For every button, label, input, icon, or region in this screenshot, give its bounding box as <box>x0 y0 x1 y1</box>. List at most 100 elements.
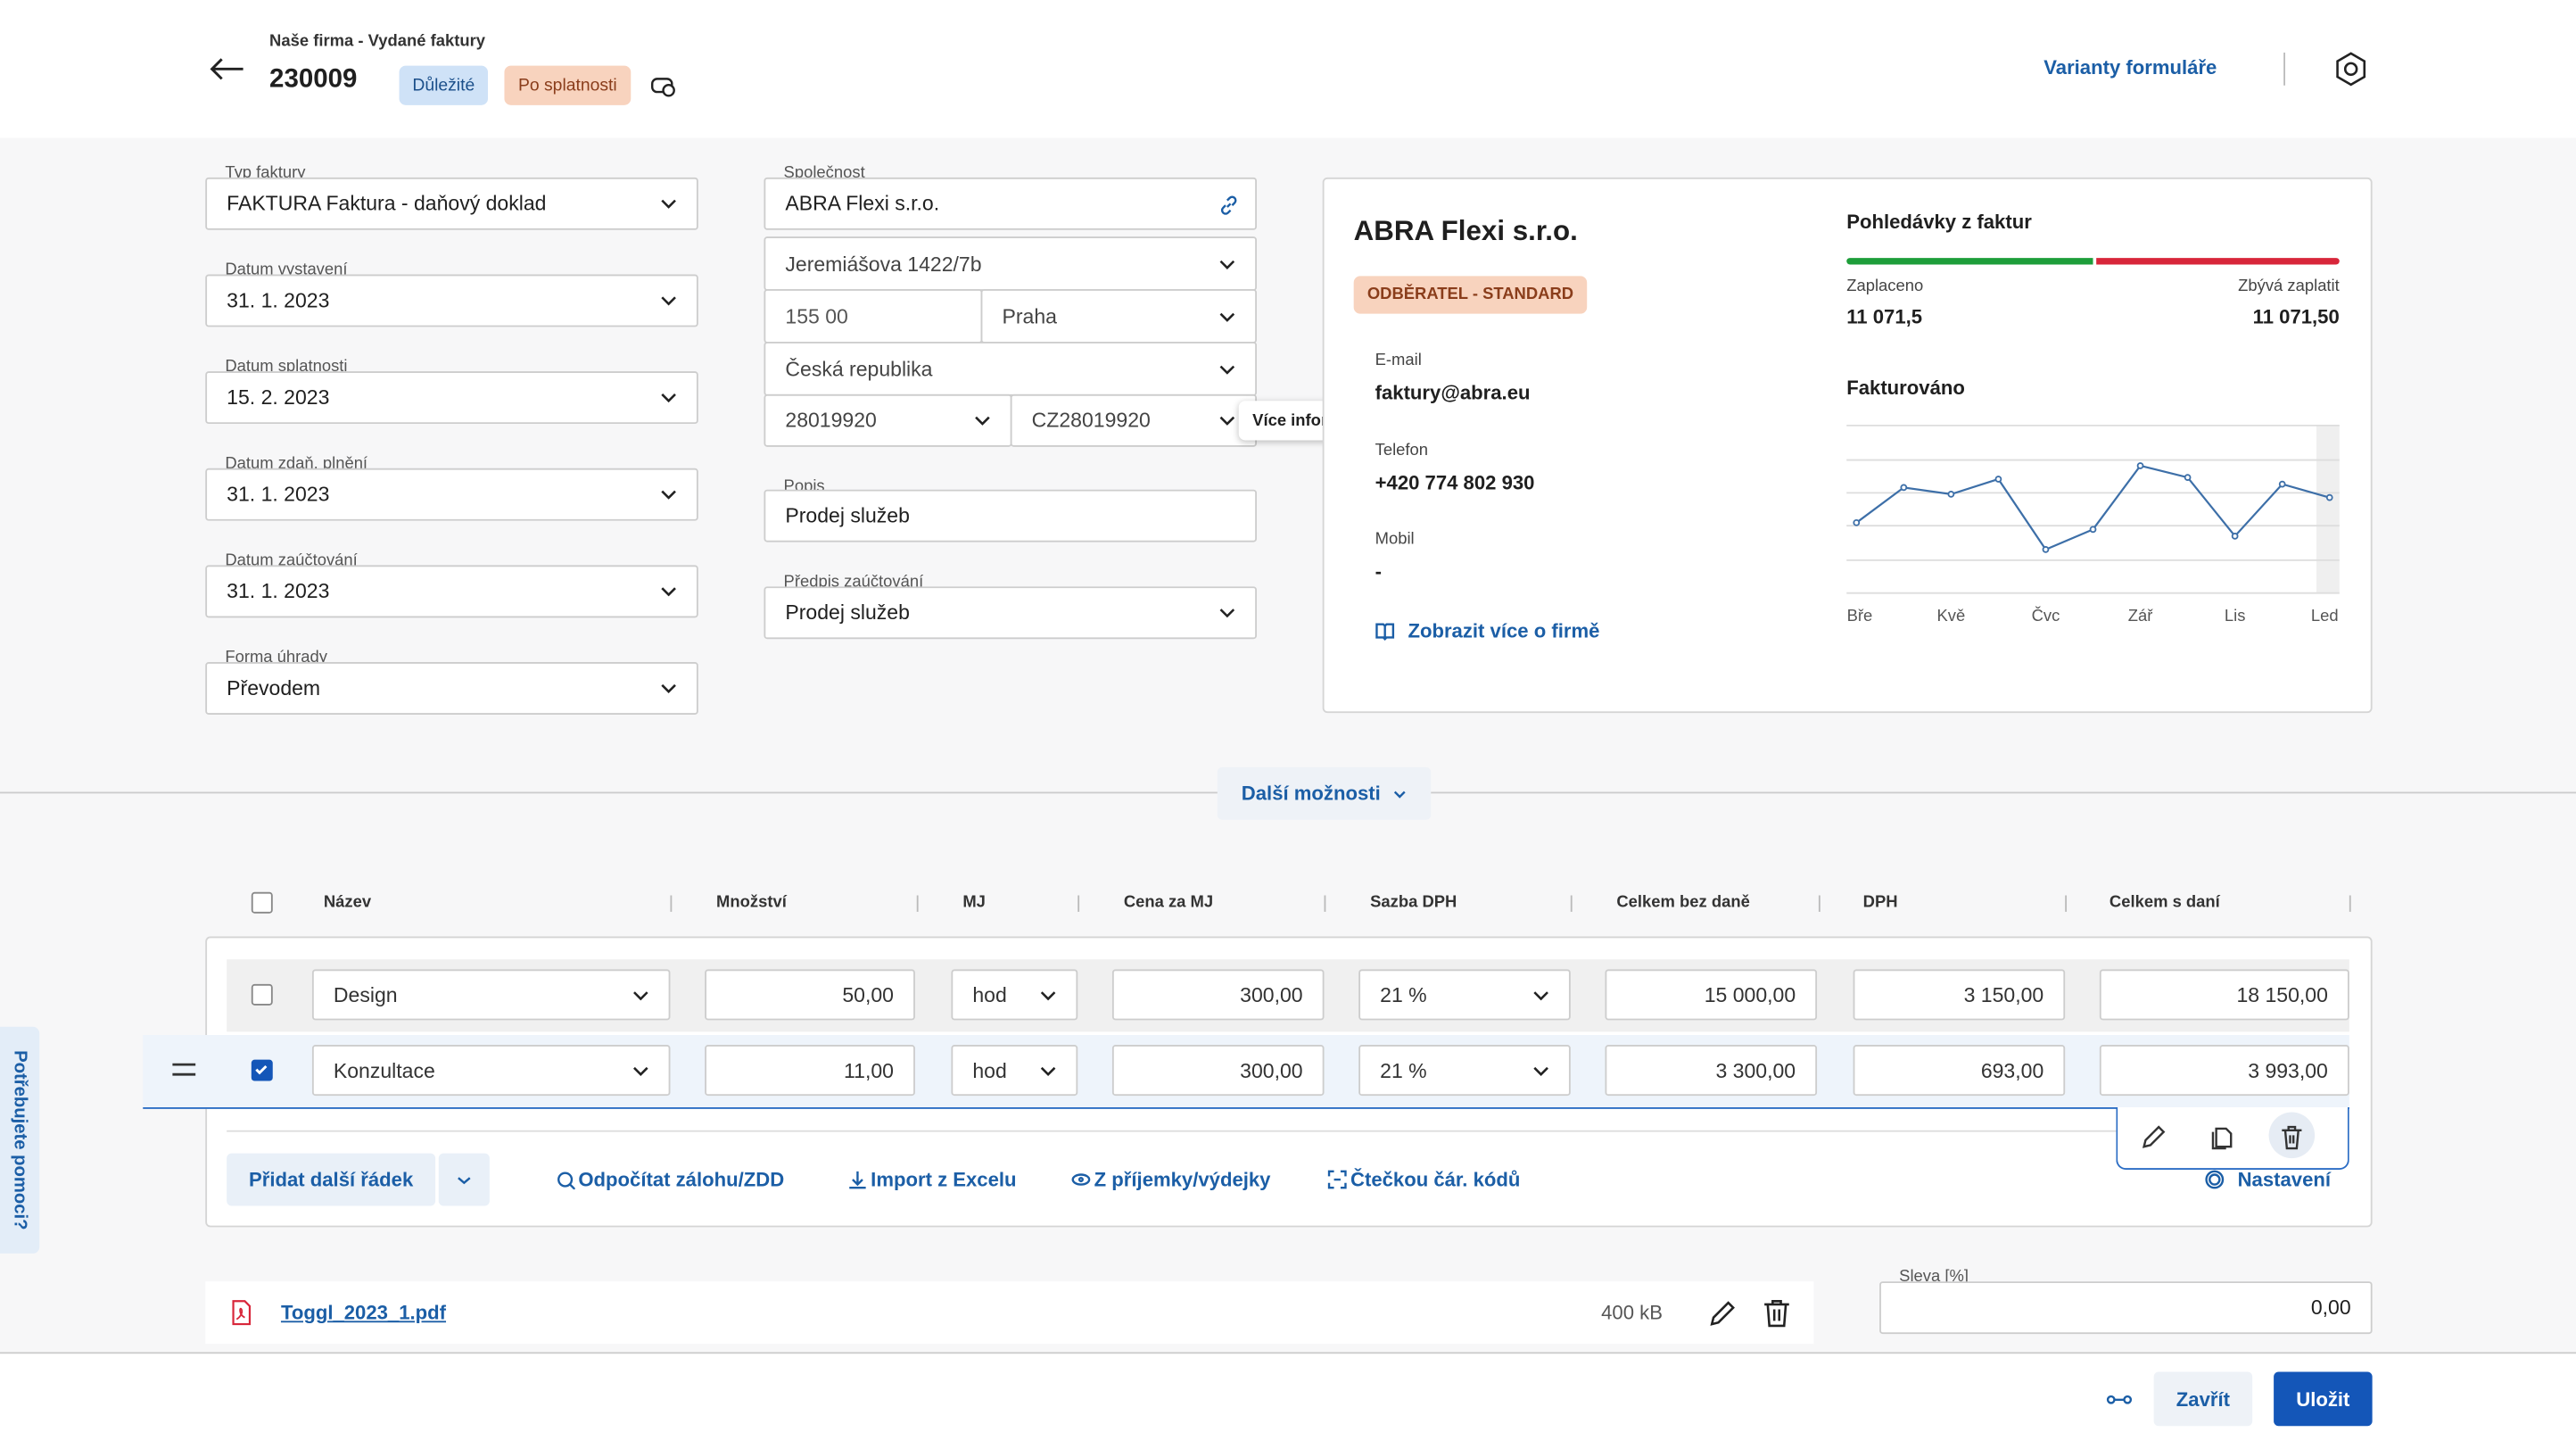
invoice-field[interactable]: 31. 1. 2023 <box>205 274 698 327</box>
settings-link[interactable]: Nastavení <box>2237 1168 2332 1191</box>
company-link[interactable]: Zobrazit více o firmě <box>1408 619 1600 642</box>
dic-field[interactable]: CZ28019920 <box>1010 393 1258 447</box>
field-value: 31. 1. 2023 <box>227 289 330 312</box>
form-variants[interactable]: Varianty formuláře <box>2043 55 2217 79</box>
checkbox-all[interactable] <box>251 891 273 914</box>
cell-field[interactable]: 3 993,00 <box>2099 1045 2349 1097</box>
city-field[interactable]: Praha <box>980 289 1258 344</box>
cell-value: 50,00 <box>842 983 894 1006</box>
more-icon[interactable] <box>2106 1392 2133 1408</box>
cell-field[interactable]: hod <box>951 1045 1078 1097</box>
close-button[interactable]: Zavřít <box>2153 1371 2253 1427</box>
column-header: Cena za MJ <box>1123 893 1214 912</box>
cell-value: 21 % <box>1380 983 1427 1006</box>
chevron <box>1040 990 1056 1000</box>
invoice-field[interactable]: Převodem <box>205 662 698 715</box>
cell-field[interactable]: hod <box>951 969 1078 1021</box>
chevron <box>1219 416 1235 426</box>
cell-field[interactable]: 693,00 <box>1853 1045 2066 1097</box>
badge[interactable]: Důležité <box>399 65 489 105</box>
labels-icon[interactable] <box>650 76 676 99</box>
column-separator <box>2065 895 2068 912</box>
chevron <box>661 587 676 597</box>
action-link[interactable]: Import z Excelu <box>871 1168 1017 1191</box>
receivables-title: Pohledávky z faktur <box>1846 210 2032 234</box>
invoice-field[interactable]: 31. 1. 2023 <box>205 468 698 521</box>
cell-value: 300,00 <box>1240 983 1303 1006</box>
field-value: Prodej služeb <box>785 504 910 528</box>
add-row-menu[interactable] <box>438 1153 490 1206</box>
document-number: 230009 <box>269 65 358 94</box>
book-icon <box>1375 623 1395 641</box>
back-button[interactable] <box>207 56 246 82</box>
cell-value: 3 300,00 <box>1715 1058 1796 1082</box>
button-label: Další možnosti <box>1241 782 1381 806</box>
breadcrumb: Naše firma - Vydané faktury <box>269 32 486 52</box>
cell-field[interactable]: Konzultace <box>311 1045 671 1097</box>
save-button[interactable]: Uložit <box>2274 1371 2373 1427</box>
badge[interactable]: Po splatnosti <box>504 65 632 105</box>
cell-field[interactable]: 21 % <box>1358 1045 1571 1097</box>
field-value: 28019920 <box>785 409 877 433</box>
company-badge: ODBĚRATEL - STANDARD <box>1353 276 1588 314</box>
cell-field[interactable]: Design <box>311 969 671 1021</box>
cell-field[interactable]: 15 000,00 <box>1605 969 1818 1021</box>
cell-field[interactable]: 3 300,00 <box>1605 1045 1818 1097</box>
delete-icon[interactable] <box>2279 1123 2305 1150</box>
edit-icon[interactable] <box>2141 1123 2167 1149</box>
company-field[interactable]: ABRA Flexi s.r.o. <box>764 177 1258 230</box>
column-header: Název <box>323 893 372 912</box>
more-options-button[interactable]: Další možnosti <box>1217 766 1432 820</box>
help-tab[interactable]: Potřebujete pomoci? <box>0 1026 40 1254</box>
row-checkbox[interactable] <box>251 983 273 1006</box>
action-link[interactable]: Čtečkou čár. kódů <box>1350 1168 1521 1191</box>
drag-handle[interactable] <box>171 1060 197 1080</box>
ico-field[interactable]: 28019920 <box>764 393 1012 447</box>
posting-rule-field[interactable]: Prodej služeb <box>764 586 1258 640</box>
cell-value: hod <box>972 983 1007 1006</box>
invoice-field[interactable]: FAKTURA Faktura - daňový doklad <box>205 177 698 230</box>
cell-field[interactable]: 18 150,00 <box>2099 969 2349 1021</box>
link-icon[interactable] <box>1219 195 1239 215</box>
remaining-value: 11 071,50 <box>2252 305 2340 329</box>
field-value: 15. 2. 2023 <box>227 385 330 410</box>
contact-value: faktury@abra.eu <box>1375 381 1531 404</box>
contact-label: Telefon <box>1375 441 1429 460</box>
edit-icon[interactable] <box>1709 1298 1738 1328</box>
column-separator <box>1818 895 1821 912</box>
chevron <box>633 990 648 1000</box>
invoice-field[interactable]: 31. 1. 2023 <box>205 565 698 618</box>
divider <box>227 1130 2117 1132</box>
zip-field[interactable]: 155 00 <box>764 289 983 344</box>
field-value: 155 00 <box>785 304 848 328</box>
delete-icon[interactable] <box>1763 1298 1790 1328</box>
add-row-button[interactable]: Přidat další řádek <box>227 1153 436 1206</box>
cell-field[interactable]: 3 150,00 <box>1853 969 2066 1021</box>
cell-value: 3 993,00 <box>2248 1058 2328 1082</box>
cell-field[interactable]: 50,00 <box>705 969 915 1021</box>
paid-bar <box>1846 258 2093 265</box>
chevron <box>1219 311 1235 321</box>
copy-icon[interactable] <box>2209 1123 2235 1150</box>
country-field[interactable]: Česká republika <box>764 341 1258 396</box>
column-header: Množství <box>716 893 787 912</box>
action-link[interactable]: Odpočítat zálohu/ZDD <box>578 1168 785 1191</box>
cell-field[interactable]: 300,00 <box>1111 969 1325 1021</box>
contact-value: +420 774 802 930 <box>1375 470 1535 494</box>
discount-field[interactable]: 0,00 <box>1879 1281 2373 1335</box>
chevron <box>1219 259 1235 269</box>
field-value: Jeremiášova 1422/7b <box>785 252 982 276</box>
attachment-link[interactable]: Toggl_2023_1.pdf <box>280 1301 447 1325</box>
invoice-field[interactable]: 15. 2. 2023 <box>205 371 698 425</box>
street-field[interactable]: Jeremiášova 1422/7b <box>764 236 1258 291</box>
cell-field[interactable]: 11,00 <box>705 1045 915 1097</box>
cell-field[interactable]: 21 % <box>1358 969 1571 1021</box>
settings-icon[interactable] <box>2332 51 2369 87</box>
action-link[interactable]: Z příjemky/výdejky <box>1094 1168 1271 1191</box>
remaining-bar <box>2096 258 2340 265</box>
cell-field[interactable]: 300,00 <box>1111 1045 1325 1097</box>
row-checkbox[interactable] <box>251 1059 273 1081</box>
description-field[interactable]: Prodej služeb <box>764 489 1258 542</box>
